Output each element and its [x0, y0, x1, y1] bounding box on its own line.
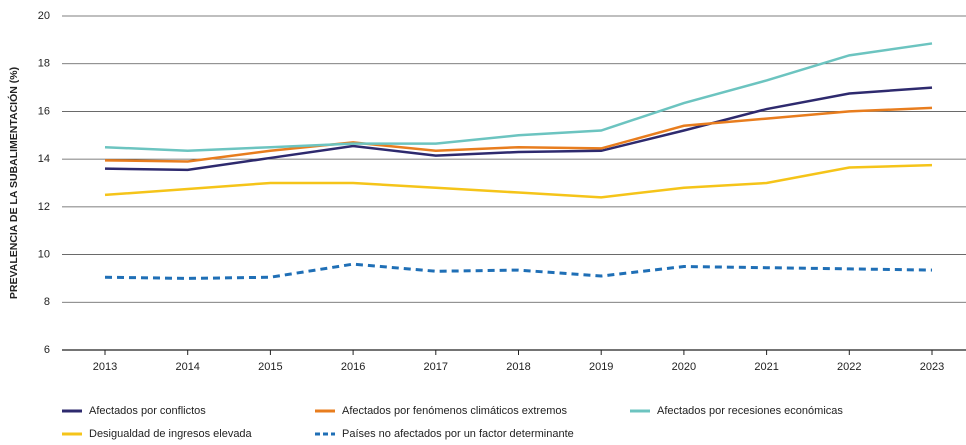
legend-label: Afectados por fenómenos climáticos extre… — [342, 405, 567, 417]
x-tick-label: 2022 — [837, 361, 861, 373]
legend-label: Afectados por conflictos — [89, 405, 206, 417]
x-tick-label: 2014 — [175, 361, 199, 373]
x-tick-label: 2021 — [754, 361, 778, 373]
x-tick-label: 2019 — [589, 361, 613, 373]
series-line — [104, 163, 933, 199]
x-tick-label: 2013 — [93, 361, 117, 373]
y-tick-label: 20 — [38, 10, 50, 22]
x-tick-label: 2015 — [258, 361, 282, 373]
y-tick-label: 16 — [38, 105, 50, 117]
x-tick-label: 2017 — [424, 361, 448, 373]
series-line — [104, 106, 933, 163]
x-tick-label: 2020 — [672, 361, 696, 373]
x-tick-label: 2018 — [506, 361, 530, 373]
y-tick-label: 14 — [38, 153, 50, 165]
y-tick-label: 6 — [44, 344, 50, 356]
series-line — [104, 86, 933, 172]
legend-label: Desigualdad de ingresos elevada — [89, 428, 253, 440]
x-tick-label: 2023 — [920, 361, 944, 373]
y-tick-label: 8 — [44, 296, 50, 308]
series-line — [104, 42, 933, 153]
y-axis-label: PREVALENCIA DE LA SUBALIMENTACIÓN (%) — [7, 67, 20, 299]
y-tick-label: 18 — [38, 58, 50, 70]
x-tick-label: 2016 — [341, 361, 365, 373]
y-tick-label: 12 — [38, 201, 50, 213]
series-line — [104, 262, 933, 280]
y-tick-label: 10 — [38, 248, 50, 260]
legend-label: Afectados por recesiones económicas — [657, 405, 843, 417]
legend-label: Países no afectados por un factor determ… — [342, 428, 574, 440]
